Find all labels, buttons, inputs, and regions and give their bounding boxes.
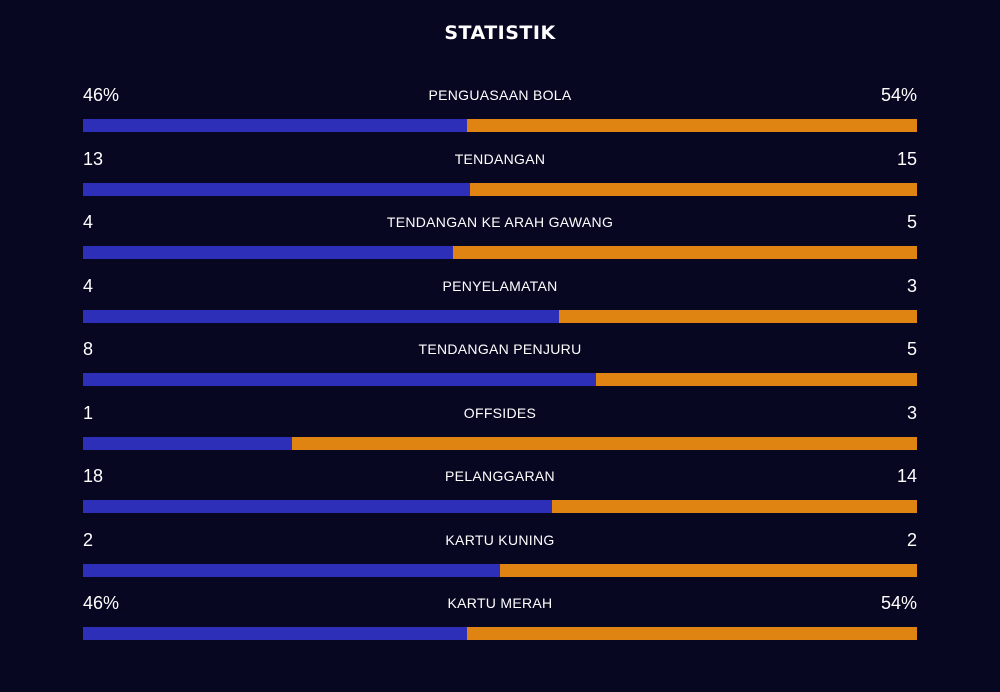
- stat-bar: [83, 309, 917, 323]
- away-bar-segment: [469, 182, 917, 196]
- home-value: 4: [83, 275, 94, 296]
- stat-bar: [83, 182, 917, 196]
- away-bar-segment: [466, 119, 917, 132]
- stat-bar: [83, 627, 917, 640]
- stat-header: 4 TENDANGAN KE ARAH GAWANG 5: [83, 207, 917, 247]
- away-value: 14: [896, 466, 917, 486]
- home-bar-segment: [83, 246, 454, 259]
- away-value: 3: [906, 275, 917, 296]
- home-bar-segment: [83, 119, 467, 132]
- stat-row: 8 TENDANGAN PENJURU 5: [83, 334, 917, 398]
- away-value: 5: [906, 212, 917, 232]
- stat-bar: [83, 246, 917, 259]
- stat-label: TENDANGAN PENJURU: [418, 341, 582, 357]
- away-value: 5: [906, 339, 917, 359]
- home-bar-segment: [83, 500, 553, 513]
- home-value: 18: [83, 466, 104, 486]
- stats-title: STATISTIK: [444, 22, 556, 44]
- stat-header: 46% PENGUASAAN BOLA 54%: [83, 80, 917, 120]
- stat-header: 13 TENDANGAN 15: [83, 144, 917, 184]
- stat-bar: [83, 436, 917, 450]
- stat-header: 4 PENYELAMATAN 3: [83, 271, 917, 311]
- stat-header: 8 TENDANGAN PENJURU 5: [83, 334, 917, 374]
- home-value: 2: [83, 529, 94, 550]
- home-bar-segment: [83, 627, 467, 640]
- stat-label: OFFSIDES: [463, 404, 537, 421]
- stat-row: 46% KARTU MERAH 54%: [83, 588, 917, 652]
- stat-label: TENDANGAN: [454, 150, 546, 167]
- stat-row: 2 KARTU KUNING 2: [83, 525, 917, 589]
- stat-header: 46% KARTU MERAH 54%: [83, 588, 917, 628]
- stat-row: 1 OFFSIDES 3: [83, 398, 917, 462]
- stat-label: KARTU MERAH: [447, 595, 553, 611]
- away-bar-segment: [595, 373, 917, 386]
- stat-bar: [83, 563, 917, 577]
- home-value: 8: [83, 339, 94, 359]
- away-bar-segment: [559, 309, 917, 323]
- stat-row: 4 TENDANGAN KE ARAH GAWANG 5: [83, 207, 917, 271]
- stat-bar: [83, 119, 917, 132]
- home-bar-segment: [83, 309, 560, 323]
- away-bar-segment: [552, 500, 917, 513]
- stat-label: KARTU KUNING: [445, 531, 555, 548]
- stat-label: PENYELAMATAN: [442, 277, 558, 294]
- away-bar-segment: [500, 563, 917, 577]
- away-bar-segment: [453, 246, 917, 259]
- stat-header: 18 PELANGGARAN 14: [83, 461, 917, 501]
- stat-header: 2 KARTU KUNING 2: [83, 525, 917, 565]
- away-value: 15: [896, 148, 917, 169]
- stat-header: 1 OFFSIDES 3: [83, 398, 917, 438]
- away-value: 54%: [880, 85, 917, 105]
- home-bar-segment: [83, 563, 500, 577]
- away-value: 3: [906, 402, 917, 423]
- away-value: 54%: [880, 593, 917, 613]
- stat-label: TENDANGAN KE ARAH GAWANG: [386, 214, 614, 230]
- home-value: 46%: [83, 593, 120, 613]
- away-value: 2: [906, 529, 917, 550]
- stat-row: 13 TENDANGAN 15: [83, 144, 917, 208]
- stats-list: 46% PENGUASAAN BOLA 54% 13 TENDANGAN 15 4 TENDA…: [83, 80, 917, 652]
- stat-row: 18 PELANGGARAN 14: [83, 461, 917, 525]
- stat-label: PENGUASAAN BOLA: [428, 87, 572, 103]
- home-value: 46%: [83, 85, 120, 105]
- home-value: 4: [83, 212, 94, 232]
- home-value: 1: [83, 402, 94, 423]
- stat-row: 46% PENGUASAAN BOLA 54%: [83, 80, 917, 144]
- stat-bar: [83, 373, 917, 386]
- home-bar-segment: [83, 436, 292, 450]
- away-bar-segment: [291, 436, 917, 450]
- away-bar-segment: [466, 627, 917, 640]
- home-value: 13: [83, 148, 104, 169]
- home-bar-segment: [83, 373, 596, 386]
- stat-label: PELANGGARAN: [445, 468, 555, 484]
- stat-bar: [83, 500, 917, 513]
- home-bar-segment: [83, 182, 470, 196]
- stat-row: 4 PENYELAMATAN 3: [83, 271, 917, 335]
